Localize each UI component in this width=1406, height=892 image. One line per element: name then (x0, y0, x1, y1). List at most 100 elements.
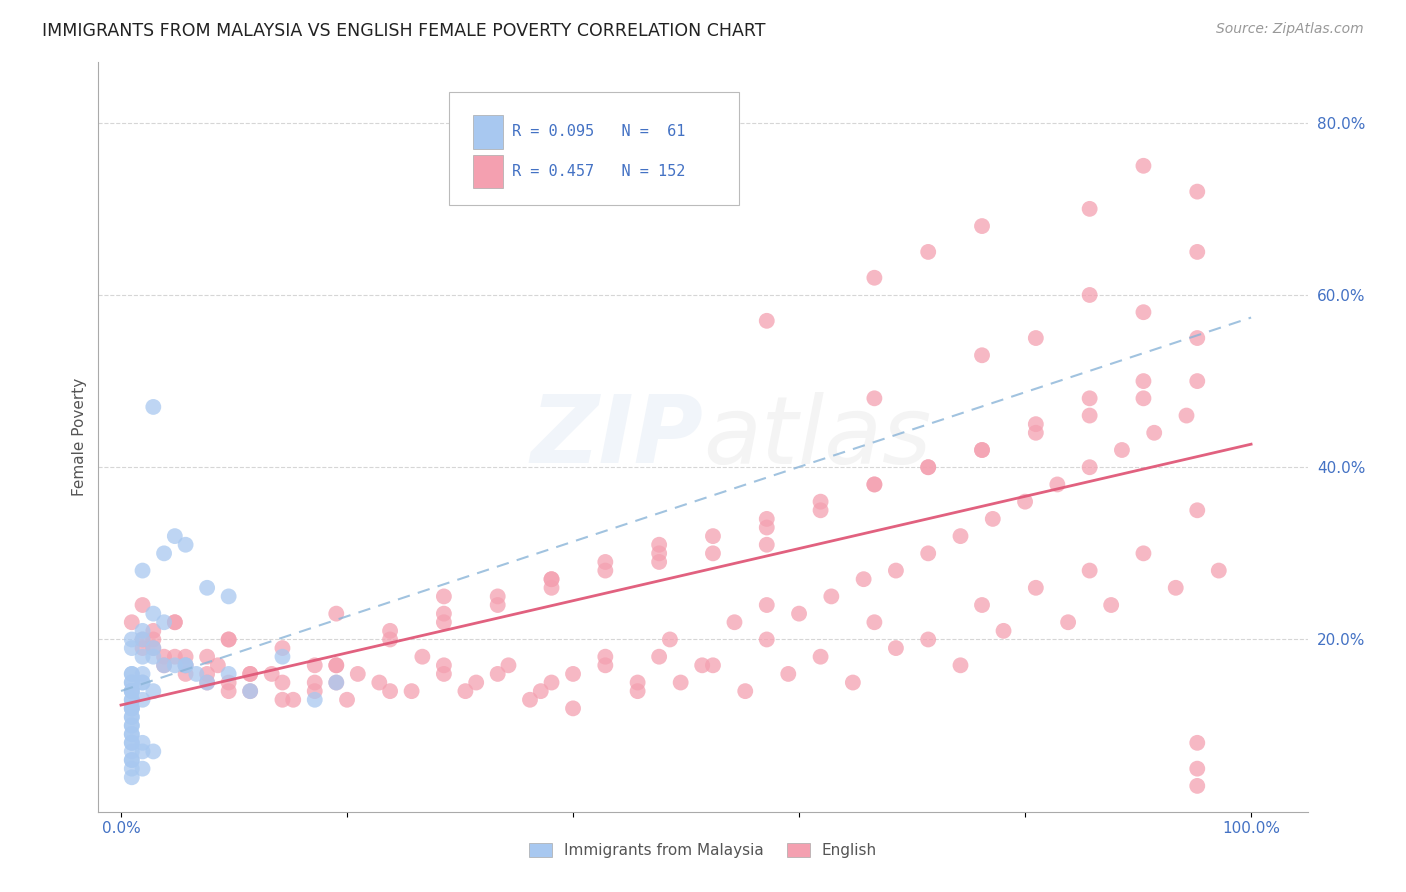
Point (810, 503, 832, 517)
Point (142, 684, 165, 698)
Text: atlas: atlas (703, 392, 931, 483)
Point (917, 632, 939, 647)
Point (121, 632, 143, 647)
Point (820, 590, 842, 604)
Point (142, 641, 165, 656)
Point (917, 244, 939, 259)
Point (271, 675, 294, 690)
Point (401, 684, 423, 698)
Point (1014, 494, 1036, 508)
Point (142, 607, 165, 621)
Point (121, 684, 143, 698)
Point (1078, 409, 1101, 423)
Point (1187, 244, 1209, 259)
Point (755, 314, 778, 328)
Point (648, 555, 671, 569)
Point (884, 641, 907, 656)
Point (121, 615, 143, 630)
Point (325, 675, 347, 690)
Point (648, 538, 671, 552)
Point (121, 701, 143, 715)
Point (1132, 392, 1154, 406)
FancyBboxPatch shape (474, 115, 503, 149)
Point (121, 667, 143, 681)
Point (1025, 581, 1047, 595)
Point (702, 658, 724, 673)
Point (304, 692, 326, 706)
Point (174, 649, 197, 664)
Point (153, 658, 176, 673)
Point (540, 581, 562, 595)
Point (218, 632, 240, 647)
Point (325, 607, 347, 621)
Point (195, 649, 218, 664)
Point (540, 572, 562, 586)
Point (1208, 564, 1230, 578)
Point (131, 598, 153, 612)
Point (121, 736, 143, 750)
Text: Source: ZipAtlas.com: Source: ZipAtlas.com (1216, 22, 1364, 37)
Point (174, 658, 197, 673)
Text: IMMIGRANTS FROM MALAYSIA VS ENGLISH FEMALE POVERTY CORRELATION CHART: IMMIGRANTS FROM MALAYSIA VS ENGLISH FEMA… (42, 22, 766, 40)
Point (1025, 417, 1047, 432)
Point (121, 692, 143, 706)
Point (1132, 159, 1154, 173)
Point (540, 675, 562, 690)
Point (378, 632, 401, 647)
Point (917, 460, 939, 475)
Point (378, 624, 401, 638)
Point (121, 770, 143, 784)
Point (1078, 288, 1101, 302)
Point (195, 675, 218, 690)
Point (121, 727, 143, 741)
Point (949, 529, 972, 543)
Point (121, 718, 143, 732)
Point (486, 590, 509, 604)
Point (260, 667, 283, 681)
Point (131, 744, 153, 758)
Point (734, 684, 756, 698)
Point (131, 649, 153, 664)
Point (325, 658, 347, 673)
Point (271, 641, 294, 656)
Point (970, 598, 993, 612)
Text: R = 0.457   N = 152: R = 0.457 N = 152 (512, 164, 685, 179)
Point (163, 615, 186, 630)
Point (1078, 564, 1101, 578)
Point (218, 632, 240, 647)
Point (810, 649, 832, 664)
Point (163, 658, 186, 673)
Point (346, 667, 368, 681)
Point (218, 667, 240, 681)
Point (433, 607, 456, 621)
Point (174, 658, 197, 673)
Point (669, 675, 692, 690)
Point (595, 564, 617, 578)
Point (163, 649, 186, 664)
Point (755, 632, 778, 647)
Point (755, 512, 778, 526)
Point (970, 348, 993, 362)
Point (787, 607, 810, 621)
Point (1025, 425, 1047, 440)
Point (1078, 202, 1101, 216)
Point (970, 442, 993, 457)
Point (949, 658, 972, 673)
Point (131, 692, 153, 706)
Point (658, 632, 681, 647)
Point (970, 442, 993, 457)
Point (454, 684, 477, 698)
Point (755, 520, 778, 534)
Point (218, 684, 240, 698)
Point (163, 529, 186, 543)
Point (1099, 598, 1122, 612)
Point (131, 624, 153, 638)
Point (378, 684, 401, 698)
Point (142, 649, 165, 664)
Point (142, 632, 165, 647)
Point (810, 494, 832, 508)
Point (163, 615, 186, 630)
Point (121, 675, 143, 690)
Point (121, 692, 143, 706)
Point (131, 632, 153, 647)
